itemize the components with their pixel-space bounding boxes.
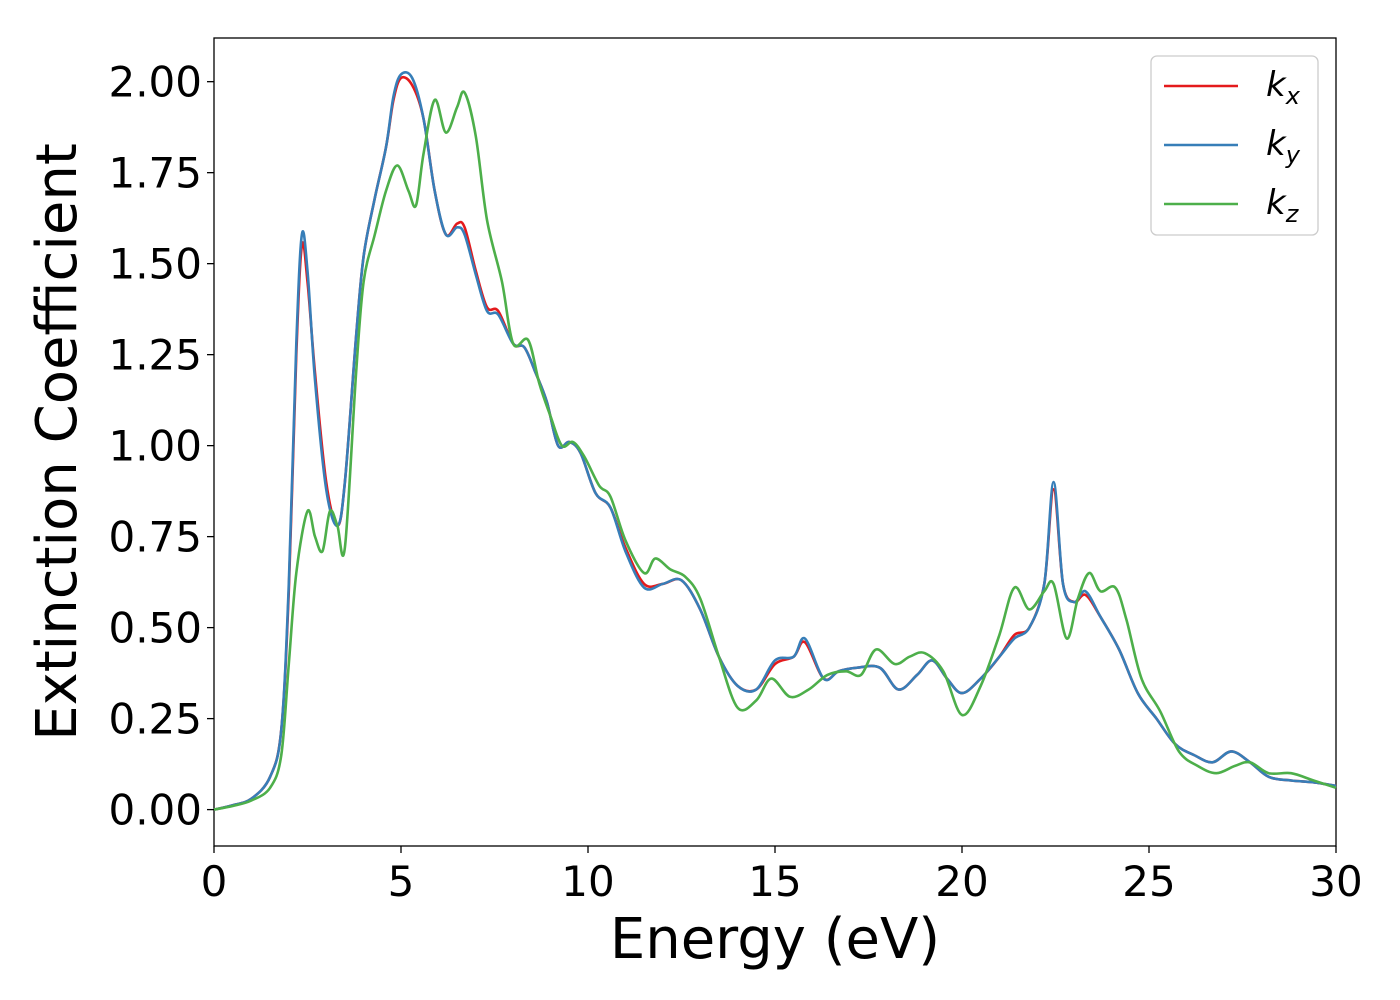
x-tick-label: 25 [1122, 857, 1175, 906]
series-layer [213, 71, 1337, 811]
x-tick-label: 10 [561, 857, 614, 906]
x-tick-label: 5 [388, 857, 415, 906]
x-tick-label: 0 [201, 857, 228, 906]
y-tick-label: 0.75 [108, 513, 202, 562]
series-line-z [213, 90, 1337, 811]
x-tick-label: 20 [935, 857, 988, 906]
y-tick-label: 0.25 [108, 695, 202, 744]
x-tick-label: 30 [1309, 857, 1362, 906]
y-tick-label: 0.00 [108, 786, 202, 835]
y-tick-label: 1.25 [108, 331, 202, 380]
x-axis-title: Energy (eV) [610, 907, 940, 972]
plot-area: 0 5 10 15 20 25 30 0.00 0.25 0.50 0.75 1.00 1.25 1.5… [108, 37, 1363, 906]
y-tick-label: 1.75 [108, 149, 202, 198]
y-tick-label: 1.50 [108, 240, 202, 289]
x-axis: 0 5 10 15 20 25 30 [201, 846, 1363, 906]
y-tick-label: 2.00 [108, 58, 202, 107]
y-axis: 0.00 0.25 0.50 0.75 1.00 1.25 1.50 1.75 2.00 [108, 58, 214, 835]
x-tick-label: 15 [748, 857, 801, 906]
legend-label-x: kx [1266, 65, 1301, 110]
y-axis-title: Extinction Coefficient [25, 143, 90, 741]
y-tick-label: 1.00 [108, 422, 202, 471]
y-tick-label: 0.50 [108, 604, 202, 653]
